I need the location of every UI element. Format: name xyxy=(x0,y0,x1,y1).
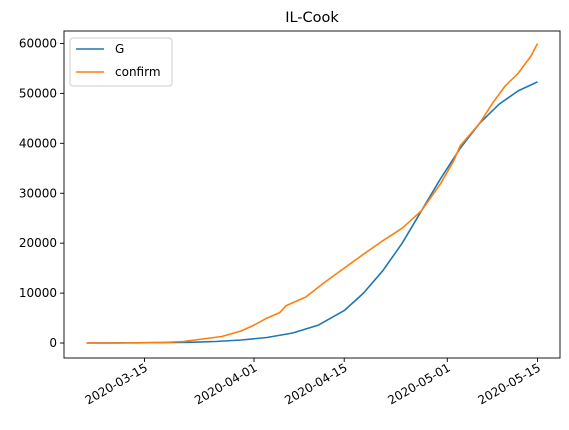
y-tick-label: 20000 xyxy=(19,236,57,250)
y-tick-label: 60000 xyxy=(19,36,57,50)
plot-frame xyxy=(63,30,561,359)
y-tick-label: 30000 xyxy=(19,186,57,200)
chart-title: IL-Cook xyxy=(285,10,339,26)
y-tick-label: 50000 xyxy=(19,86,57,100)
y-tick-label: 10000 xyxy=(19,286,57,300)
series-lines xyxy=(86,43,539,344)
legend-box xyxy=(69,37,173,87)
y-tick-label: 0 xyxy=(49,336,57,350)
legend-label-g: G xyxy=(115,42,124,56)
legend-label-confirm: confirm xyxy=(115,65,161,79)
legend: G confirm xyxy=(69,37,173,87)
y-axis-ticks: 0 10000 20000 30000 40000 50000 60000 xyxy=(19,36,64,350)
y-tick-label: 40000 xyxy=(19,136,57,150)
series-line-confirm xyxy=(86,43,539,344)
